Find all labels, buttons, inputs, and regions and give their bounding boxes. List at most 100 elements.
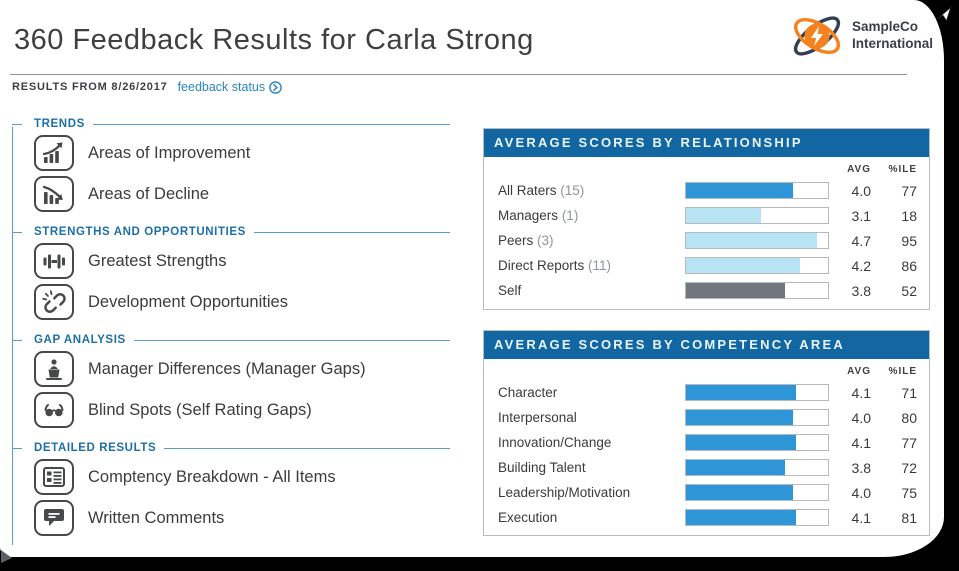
- sidebar-item-written-comments[interactable]: Written Comments: [34, 500, 450, 536]
- score-row-all-raters: All Raters (15) 4.0 77: [498, 178, 917, 203]
- row-label: Managers: [498, 208, 559, 223]
- section-detailed-results: DETAILED RESULTS Comptency Breakdown -: [10, 442, 450, 536]
- pct-value: 86: [901, 257, 917, 274]
- score-bar-track: [685, 182, 829, 199]
- sidebar-item-label: Manager Differences (Manager Gaps): [88, 359, 366, 378]
- score-row-innovation-change: Innovation/Change 4.1 77: [498, 430, 917, 455]
- sidebar-nav: TRENDS Areas of Improvement: [10, 118, 450, 550]
- row-label: Peers: [498, 233, 534, 248]
- column-header-pct: %ILE: [888, 366, 917, 377]
- sidebar-item-label: Development Opportunities: [88, 292, 288, 311]
- score-bar-fill: [686, 385, 797, 400]
- section-gap-analysis: GAP ANALYSIS Manager Differences (Manage…: [10, 334, 450, 428]
- sidebar-item-blind-spots[interactable]: Blind Spots (Self Rating Gaps): [34, 392, 450, 428]
- score-row-character: Character 4.1 71: [498, 380, 917, 405]
- score-row-self: Self 3.8 52: [498, 278, 917, 303]
- column-header-avg: AVG: [847, 164, 871, 175]
- results-date-label: RESULTS FROM 8/26/2017: [12, 81, 168, 93]
- pct-value: 80: [901, 409, 917, 426]
- score-row-building-talent: Building Talent 3.8 72: [498, 455, 917, 480]
- dumbbell-icon: [34, 243, 74, 279]
- row-count: (1): [561, 208, 579, 223]
- avg-value: 4.1: [851, 434, 871, 451]
- score-bar-fill: [686, 233, 818, 248]
- row-count: (11): [588, 258, 612, 273]
- score-row-leadership-motivation: Leadership/Motivation 4.0 75: [498, 480, 917, 505]
- row-label: Direct Reports: [498, 258, 585, 273]
- score-bar-fill: [686, 283, 786, 298]
- row-label: Interpersonal: [498, 410, 577, 425]
- column-header-pct: %ILE: [888, 164, 917, 175]
- score-bar-track: [685, 207, 829, 224]
- score-bar-fill: [686, 435, 797, 450]
- sidebar-item-competency-breakdown[interactable]: Comptency Breakdown - All Items: [34, 459, 450, 495]
- sidebar-item-development-opportunities[interactable]: Development Opportunities: [34, 284, 450, 320]
- section-label-trends: TRENDS: [34, 118, 85, 130]
- avg-value: 3.8: [851, 459, 871, 476]
- score-row-execution: Execution 4.1 81: [498, 505, 917, 530]
- avg-value: 4.2: [851, 257, 871, 274]
- score-bar-track: [685, 257, 829, 274]
- avg-value: 3.1: [851, 207, 871, 224]
- pct-value: 75: [901, 484, 917, 501]
- feedback-status-link[interactable]: feedback status: [178, 80, 283, 94]
- pct-value: 95: [901, 232, 917, 249]
- panel-title: AVERAGE SCORES BY COMPETENCY AREA: [484, 331, 929, 359]
- score-bar-track: [685, 509, 829, 526]
- row-label: All Raters: [498, 183, 557, 198]
- sidebar-item-label: Comptency Breakdown - All Items: [88, 467, 336, 486]
- avg-value: 4.1: [851, 509, 871, 526]
- score-bar-fill: [686, 460, 786, 475]
- score-row-interpersonal: Interpersonal 4.0 80: [498, 405, 917, 430]
- circle-arrow-icon: [269, 80, 282, 94]
- sidebar-item-areas-of-improvement[interactable]: Areas of Improvement: [34, 135, 450, 171]
- avg-value: 4.0: [851, 182, 871, 199]
- sidebar-item-label: Areas of Decline: [88, 184, 210, 203]
- score-row-managers: Managers (1) 3.1 18: [498, 203, 917, 228]
- row-count: (15): [560, 183, 585, 198]
- logo-text: SampleCo International: [852, 19, 934, 51]
- score-bar-track: [685, 484, 829, 501]
- row-label: Character: [498, 385, 558, 400]
- panel-title: AVERAGE SCORES BY RELATIONSHIP: [484, 129, 929, 157]
- score-bar-track: [685, 232, 829, 249]
- sidebar-item-label: Blind Spots (Self Rating Gaps): [88, 400, 312, 419]
- score-bar-track: [685, 459, 829, 476]
- pct-value: 18: [901, 207, 917, 224]
- section-trends: TRENDS Areas of Improvement: [10, 118, 450, 212]
- chart-increase-icon: [34, 135, 74, 171]
- score-bar-track: [685, 434, 829, 451]
- row-label: Leadership/Motivation: [498, 485, 631, 500]
- section-label-strengths: STRENGTHS AND OPPORTUNITIES: [34, 226, 246, 238]
- column-header-avg: AVG: [847, 366, 871, 377]
- row-label: Building Talent: [498, 460, 586, 475]
- avg-value: 4.1: [851, 384, 871, 401]
- row-label: Self: [498, 283, 522, 298]
- avg-value: 4.0: [851, 484, 871, 501]
- panel-average-scores-by-competency-area: AVERAGE SCORES BY COMPETENCY AREA AVG %I…: [483, 330, 930, 536]
- score-bar-fill: [686, 410, 793, 425]
- mouse-cursor: [933, 6, 953, 26]
- lectern-person-icon: [34, 351, 74, 387]
- score-bar-track: [685, 384, 829, 401]
- pct-value: 77: [901, 434, 917, 451]
- section-label-detailed-results: DETAILED RESULTS: [34, 442, 157, 454]
- sidebar-item-manager-differences[interactable]: Manager Differences (Manager Gaps): [34, 351, 450, 387]
- sidebar-item-areas-of-decline[interactable]: Areas of Decline: [34, 176, 450, 212]
- corner-cursor-artifact: [0, 549, 14, 565]
- score-bar-fill: [686, 485, 793, 500]
- section-strengths-opportunities: STRENGTHS AND OPPORTUNITIES Greatest Str…: [10, 226, 450, 320]
- speech-bubble-icon: [34, 500, 74, 536]
- pct-value: 77: [901, 182, 917, 199]
- section-label-gap-analysis: GAP ANALYSIS: [34, 334, 126, 346]
- broken-link-icon: [34, 284, 74, 320]
- sidebar-item-greatest-strengths[interactable]: Greatest Strengths: [34, 243, 450, 279]
- score-bar-fill: [686, 258, 800, 273]
- header-divider: [10, 74, 907, 75]
- company-logo: SampleCo International: [788, 8, 933, 64]
- pct-value: 81: [901, 509, 917, 526]
- chart-decline-icon: [34, 176, 74, 212]
- list-detail-icon: [34, 459, 74, 495]
- glasses-icon: [34, 392, 74, 428]
- score-bar-fill: [686, 208, 761, 223]
